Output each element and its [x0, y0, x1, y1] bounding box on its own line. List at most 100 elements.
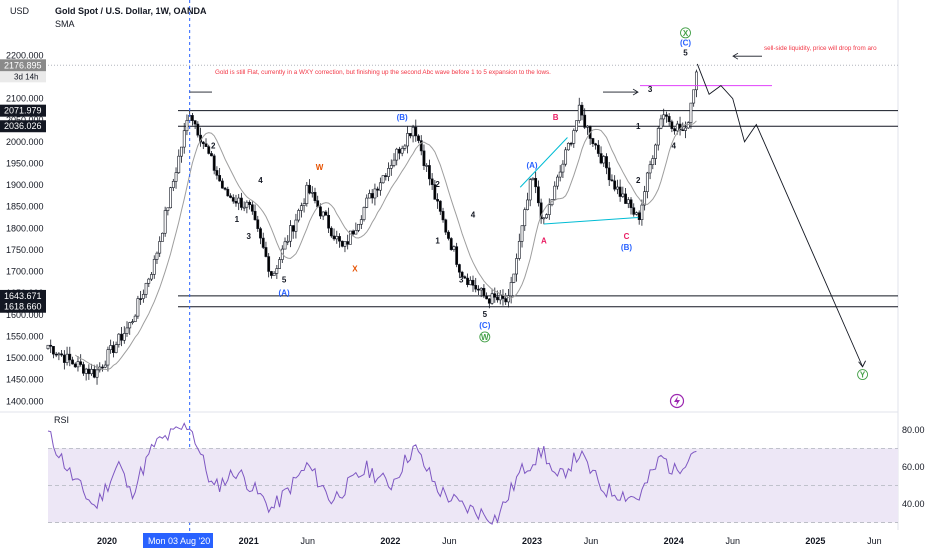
candle-body: [128, 322, 132, 329]
candle-body: [507, 295, 510, 303]
candle-body: [373, 188, 377, 199]
candle-body: [485, 295, 489, 300]
candle-body: [520, 225, 524, 242]
price-tick-label: 2200.000: [6, 50, 44, 60]
candle-body: [536, 186, 540, 204]
candle-body: [466, 277, 469, 285]
candle-body: [607, 167, 611, 181]
cyan-trendline: [519, 137, 568, 188]
candle-body: [259, 228, 262, 239]
candle-body: [204, 143, 208, 147]
wave-label: 1: [435, 236, 440, 245]
price-tick-label: 1500.000: [6, 353, 44, 363]
wave-label-circle: [680, 27, 691, 39]
candle-body: [640, 204, 644, 220]
candle-body: [433, 184, 437, 200]
wave-label: Y: [860, 371, 866, 380]
candle-body: [297, 210, 301, 221]
candle-body: [613, 180, 617, 190]
candle-body: [101, 366, 104, 369]
candle-body: [114, 344, 118, 353]
candle-body: [136, 298, 140, 317]
candle-body: [79, 361, 83, 365]
price-label-value: 1618.660: [4, 302, 42, 312]
candle-body: [370, 193, 374, 199]
candle-body: [395, 148, 399, 161]
wave-label: 2: [211, 141, 216, 150]
candle-body: [283, 241, 287, 250]
grid-lines: [0, 0, 899, 530]
candle-body: [182, 130, 186, 148]
candle-body: [400, 148, 404, 154]
candle-body: [264, 247, 268, 257]
candle-body: [289, 225, 292, 242]
candle-body: [558, 171, 562, 178]
candle-body: [621, 193, 625, 197]
date-cursor-label: Mon 03 Aug '20: [148, 536, 210, 546]
candle-body: [308, 184, 311, 194]
candle-body: [299, 205, 303, 211]
time-tick-label: 2020: [97, 536, 117, 546]
candle-body: [389, 165, 393, 169]
main-note: Gold is still Flat, currently in a WXY c…: [215, 69, 551, 76]
candle-body: [425, 165, 429, 167]
candle-body: [163, 210, 167, 234]
candle-body: [229, 195, 232, 198]
candle-body: [547, 204, 551, 215]
price-tick-label: 2100.000: [6, 94, 44, 104]
candle-body: [561, 163, 565, 173]
candle-body: [245, 201, 249, 208]
price-tick-label: 1450.000: [6, 375, 44, 385]
price-tick-label: 1550.000: [6, 331, 44, 341]
wave-label: (B): [621, 243, 632, 252]
sma-legend[interactable]: SMA: [55, 19, 75, 29]
time-tick-label: Jun: [300, 536, 315, 546]
candle-body: [278, 259, 281, 269]
date-cursor-box: [143, 533, 213, 548]
candle-body: [599, 153, 603, 164]
candle-body: [686, 122, 690, 129]
candle-body: [220, 180, 224, 189]
wave-label: 1: [636, 122, 641, 131]
wave-label: C: [624, 232, 630, 241]
time-tick-label: Jun: [442, 536, 457, 546]
candle-body: [250, 204, 254, 212]
lightning-icon[interactable]: [669, 393, 685, 409]
candle-body: [359, 219, 363, 225]
candle-body: [256, 219, 260, 229]
candle-body: [340, 240, 344, 247]
candle-body: [487, 298, 491, 304]
candle-body: [376, 188, 380, 191]
candle-body: [566, 142, 570, 151]
rsi-line: [47, 422, 697, 525]
wave-label: X: [352, 265, 358, 274]
price-label-box: [0, 289, 46, 302]
candle-body: [141, 294, 145, 299]
wave-label: B: [553, 113, 559, 122]
candle-body: [648, 164, 652, 174]
price-label-value: 2176.895: [4, 60, 42, 70]
price-label-sub: 3d 14h: [14, 72, 38, 81]
rsi-tick-label: 80.00: [902, 425, 925, 435]
candle-body: [177, 155, 181, 173]
candle-body: [610, 179, 614, 182]
rsi-tick-label: 40.00: [902, 499, 925, 509]
candle-body: [378, 182, 382, 191]
wave-label-circle: [857, 369, 869, 381]
candle-body: [346, 241, 350, 245]
price-label-value: 2036.026: [4, 121, 42, 131]
candle-body: [662, 114, 666, 120]
candle-body: [368, 193, 371, 199]
price-tick-label: 1400.000: [6, 396, 44, 406]
candle-body: [362, 207, 366, 220]
candle-body: [471, 279, 475, 286]
candle-body: [103, 364, 107, 368]
candle-body: [463, 276, 467, 279]
rsi-legend[interactable]: RSI: [54, 415, 69, 425]
price-tick-label: 2050.000: [6, 115, 44, 125]
candle-body: [515, 258, 518, 275]
candle-body: [133, 315, 137, 322]
wave-label: 3: [459, 275, 464, 284]
candle-body: [455, 246, 459, 265]
